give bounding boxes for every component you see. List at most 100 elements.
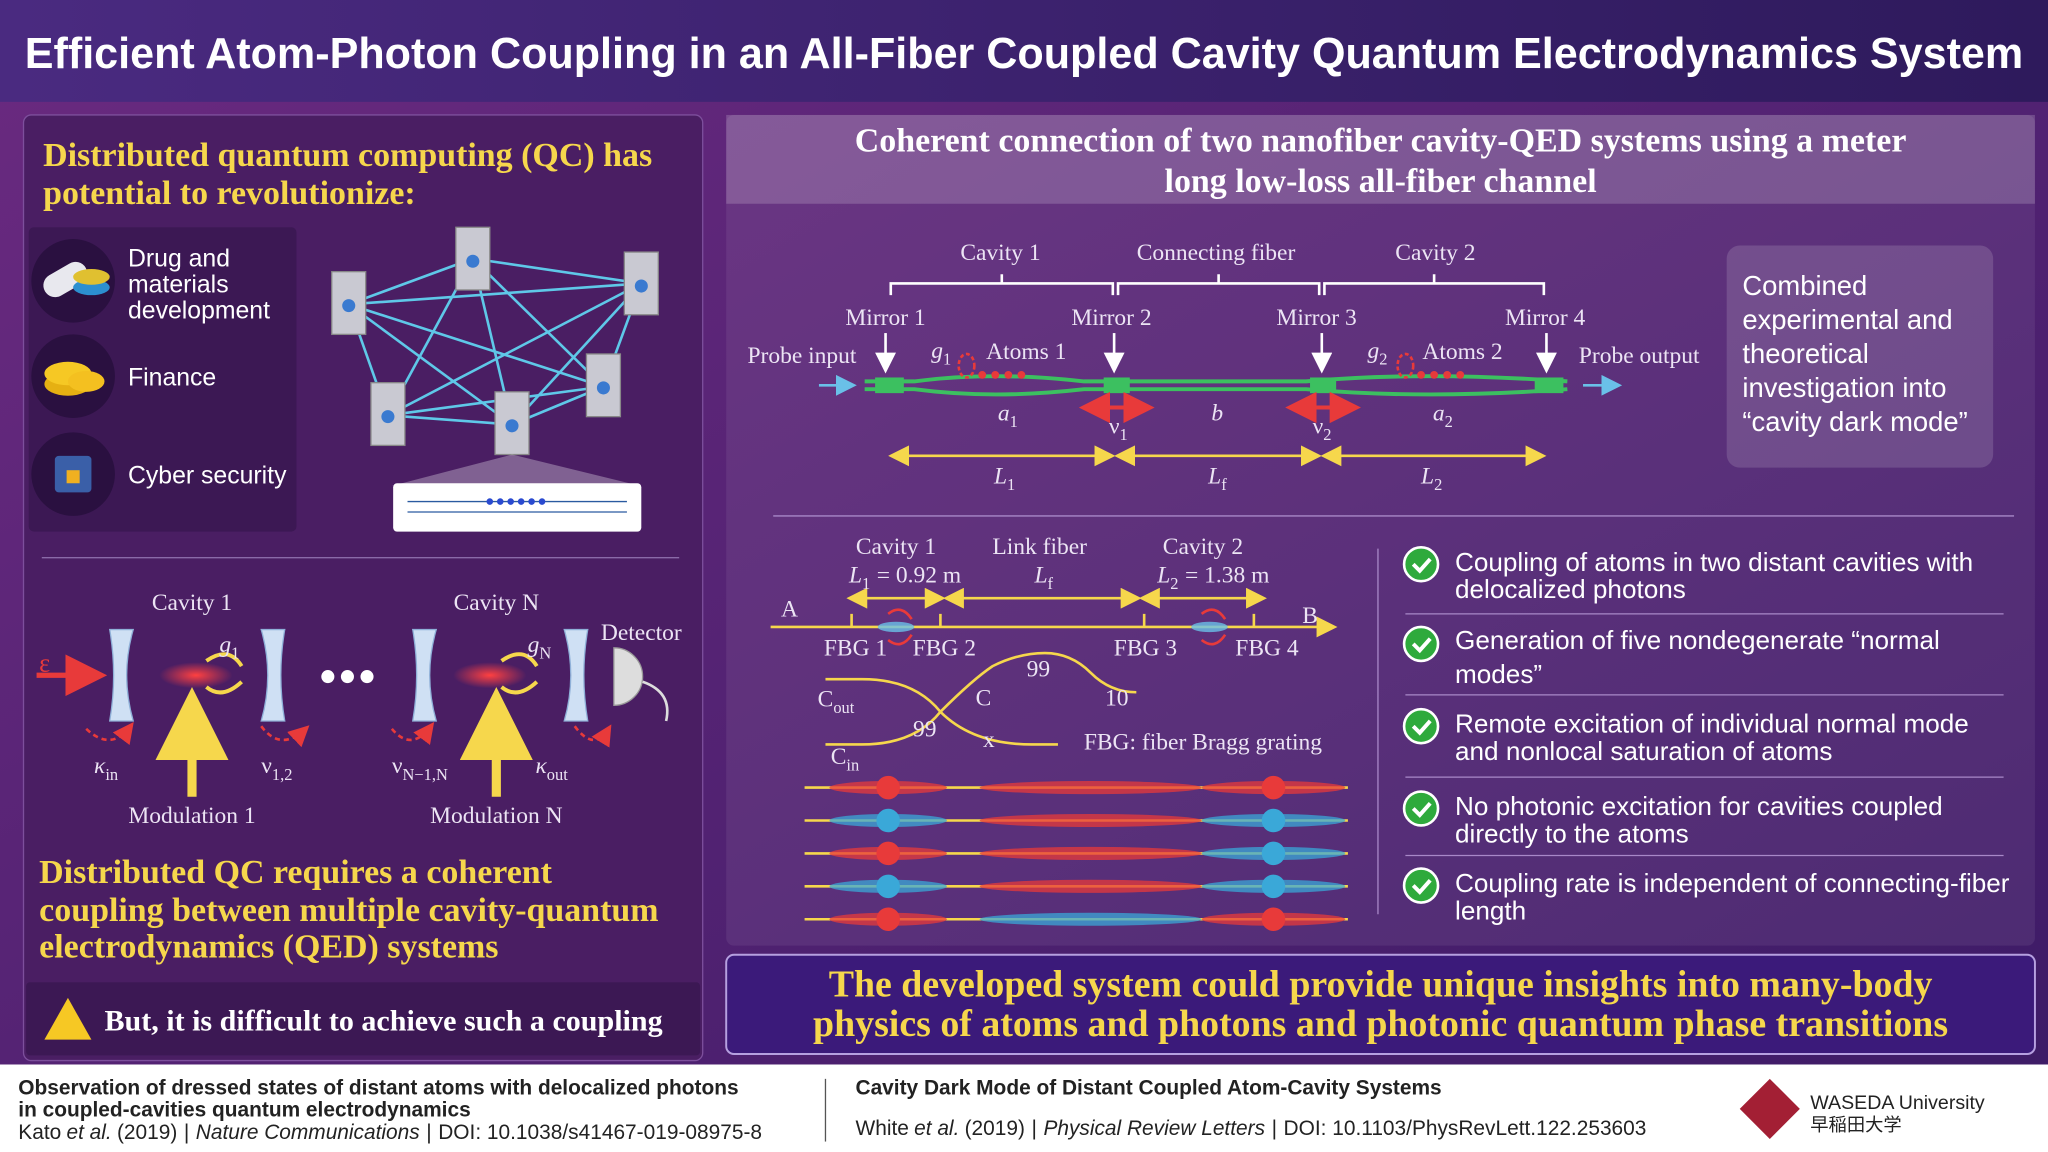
right-panel xyxy=(875,377,904,394)
right-panel xyxy=(875,274,1557,374)
left-panel xyxy=(411,628,438,722)
left-panel xyxy=(260,628,286,722)
right-panel xyxy=(726,114,2035,946)
symbol-part: g xyxy=(931,338,943,364)
right-panel xyxy=(1443,370,1452,379)
finding: directly to the atoms xyxy=(1455,818,1689,848)
left-panel xyxy=(507,498,514,505)
right-heading: long low-loss all-fiber channel xyxy=(1165,163,1597,200)
right-panel xyxy=(1411,557,1432,895)
right-panel xyxy=(1402,545,1440,904)
left-panel xyxy=(494,391,530,456)
left-panel xyxy=(108,628,135,722)
left-panel xyxy=(43,261,88,298)
citation: et al. xyxy=(914,1117,959,1140)
mode-profile xyxy=(876,907,900,932)
right-panel xyxy=(1017,370,1026,379)
citation: (2019) xyxy=(965,1117,1025,1140)
symbol-part: ν xyxy=(261,753,272,779)
left-panel xyxy=(85,722,134,746)
symbol-part: 2 xyxy=(1170,574,1178,593)
banner: physics of atoms and photons and photoni… xyxy=(813,1003,1948,1045)
symbol-part: in xyxy=(105,765,118,784)
footer xyxy=(0,1064,2048,1152)
symbol: Lf xyxy=(1033,563,1053,594)
mode-profile xyxy=(979,879,1202,893)
mode-profile xyxy=(1261,907,1286,932)
symbol: νN−1,N xyxy=(392,753,448,784)
note: Combined xyxy=(1742,270,1867,301)
right-panel xyxy=(887,608,913,646)
right-panel xyxy=(1411,879,1432,895)
banner: The developed system could provide uniqu… xyxy=(829,964,1933,1006)
left-panel xyxy=(634,279,648,293)
symbol-part: in xyxy=(846,756,859,775)
label: Mirror 4 xyxy=(1505,305,1586,331)
left-panel xyxy=(486,498,546,505)
right-panel xyxy=(1200,608,1227,646)
left-panel xyxy=(486,498,494,505)
left-panel xyxy=(44,997,92,1040)
logo-text: 早稲田大学 xyxy=(1810,1114,1901,1135)
label: Mirror 3 xyxy=(1276,305,1356,331)
label: Probe output xyxy=(1579,343,1700,369)
right-panel xyxy=(978,370,1465,379)
right-panel xyxy=(1103,377,1130,394)
right-panel xyxy=(1310,377,1337,394)
note: experimental and xyxy=(1742,304,1952,335)
symbol: κout xyxy=(536,753,569,784)
right-heading: Coherent connection of two nanofiber cav… xyxy=(855,123,1907,160)
label: Modulation 1 xyxy=(128,803,255,829)
label: Detector xyxy=(601,620,682,646)
left-panel xyxy=(381,410,395,424)
symbol-part: 1 xyxy=(231,643,239,662)
finding: and nonlocal saturation of atoms xyxy=(1455,736,1832,766)
left-panel xyxy=(573,724,612,748)
label: Mirror 1 xyxy=(845,305,925,331)
label: FBG 3 xyxy=(1114,636,1177,662)
citation: Nature Communications xyxy=(196,1121,420,1144)
right-panel xyxy=(1411,801,1432,818)
finding: modes” xyxy=(1455,659,1542,689)
symbol-part: g xyxy=(219,632,231,658)
left-panel xyxy=(613,647,644,706)
left-panel xyxy=(22,114,704,1062)
finding: length xyxy=(1455,896,1526,926)
symbol-part: C xyxy=(831,744,847,770)
note: “cavity dark mode” xyxy=(1742,406,1967,437)
left-panel xyxy=(85,722,612,748)
label: b xyxy=(1211,401,1223,427)
left-panel xyxy=(505,419,519,433)
label: Connecting fiber xyxy=(1137,240,1296,266)
mode-profile xyxy=(979,912,1202,926)
application: Drug and xyxy=(128,245,230,272)
mode-profile xyxy=(876,841,900,866)
symbol-part: 2 xyxy=(1323,425,1331,444)
citation: DOI: 10.1103/PhysRevLett.122.253603 xyxy=(1284,1117,1647,1140)
requirement: electrodynamics (QED) systems xyxy=(39,928,498,965)
finding: Generation of five nondegenerate “normal xyxy=(1455,625,1940,655)
left-panel xyxy=(348,257,474,306)
citation: | xyxy=(426,1121,431,1144)
label: Probe input xyxy=(747,343,856,369)
left-panel xyxy=(387,414,513,426)
right-panel xyxy=(875,377,1564,394)
right-panel xyxy=(1323,274,1546,296)
left-panel xyxy=(496,498,504,505)
mode-profiles xyxy=(804,775,1348,932)
symbol: a1 xyxy=(998,401,1018,432)
mode-profile xyxy=(1261,874,1286,899)
right-panel xyxy=(1116,274,1321,296)
left-panel xyxy=(108,628,589,722)
left-panel xyxy=(390,722,435,746)
symbol-part: 2 xyxy=(1445,412,1453,431)
left-panel xyxy=(596,381,610,395)
symbol: L2 = 1.38 m xyxy=(1156,563,1269,594)
right-panel xyxy=(1417,370,1425,379)
left-panel xyxy=(67,370,105,392)
symbol-part: 1 xyxy=(1007,475,1015,494)
label: ε xyxy=(39,648,50,677)
citation: | xyxy=(1031,1117,1036,1140)
symbol: L1 = 0.92 m xyxy=(848,563,961,594)
